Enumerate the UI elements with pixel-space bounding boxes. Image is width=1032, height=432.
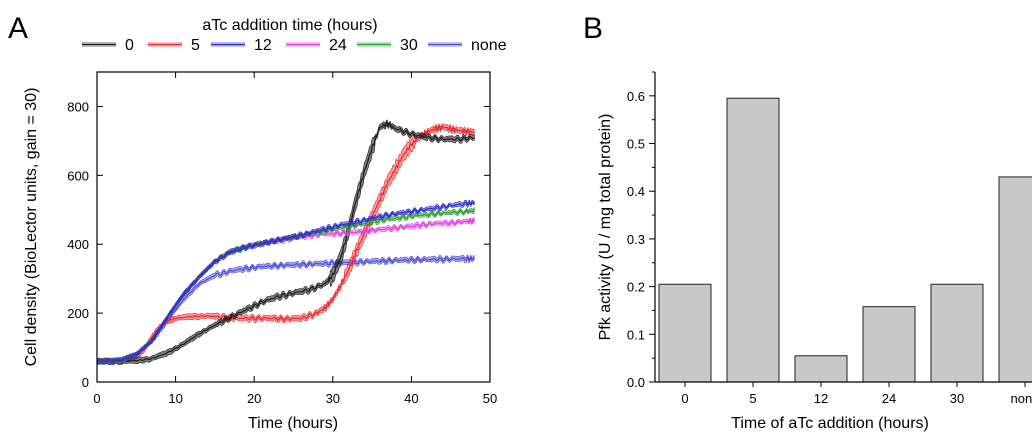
x-tick-label-b: none [1011, 391, 1032, 406]
x-tick-label-a: 20 [247, 391, 261, 406]
series-band-5 [97, 123, 475, 365]
x-tick-label-b: 30 [950, 391, 964, 406]
bar-none [998, 176, 1032, 383]
legend: 0 5 12 24 30 none [82, 37, 507, 54]
panel-label-a: A [8, 12, 28, 45]
y-tick-label-b: 0.4 [627, 184, 645, 199]
series-band-0 [97, 119, 475, 366]
panel-a: A aTc addition time (hours) 0 5 12 24 30 none… [8, 12, 507, 432]
x-axis-label-a: Time (hours) [248, 415, 338, 432]
legend-label-5: 5 [191, 37, 200, 54]
x-tick-label-a: 10 [168, 391, 182, 406]
series-line-0 [97, 120, 475, 363]
axes-a: 0 10 20 30 40 50 0 200 400 600 800 [67, 72, 497, 406]
y-tick-label-a: 200 [67, 306, 89, 321]
y-tick-label-b: 0.3 [627, 232, 645, 247]
y-tick-label-a: 0 [82, 375, 89, 390]
y-tick-label-a: 800 [67, 99, 89, 114]
panel-b: B 0.0 0.1 0.2 0.3 0.4 0.5 0.6 0 5 12 24 30 none Time… [583, 12, 1032, 432]
bar-30 [930, 283, 984, 383]
x-tick-label-b: 12 [814, 391, 828, 406]
x-tick-label-a: 40 [404, 391, 418, 406]
bars-b [658, 97, 1032, 383]
plot-area-a [97, 119, 475, 366]
axes-b: 0.0 0.1 0.2 0.3 0.4 0.5 0.6 0 5 12 24 30 none [627, 71, 1032, 406]
bar-0 [658, 283, 712, 383]
y-axis-label-a: Cell density (BioLector units, gain = 30… [23, 88, 40, 367]
legend-label-12: 12 [254, 37, 272, 54]
series-line-none [97, 256, 475, 363]
x-axis-label-b: Time of aTc addition (hours) [731, 415, 929, 432]
legend-label-30: 30 [400, 37, 418, 54]
bar-24 [862, 306, 916, 383]
x-tick-label-b: 5 [749, 391, 756, 406]
y-tick-label-b: 0.0 [627, 375, 645, 390]
legend-label-24: 24 [329, 37, 347, 54]
series-line-5 [97, 124, 475, 363]
panel-label-b: B [583, 12, 603, 45]
x-tick-label-b: 24 [882, 391, 896, 406]
legend-label-0: 0 [125, 37, 134, 54]
y-tick-label-b: 0.1 [627, 327, 645, 342]
y-tick-label-b: 0.2 [627, 280, 645, 295]
plot-frame-a [96, 71, 491, 383]
x-tick-label-b: 0 [681, 391, 688, 406]
series-band-none [97, 254, 475, 365]
bar-5 [726, 97, 780, 383]
y-tick-label-a: 400 [67, 237, 89, 252]
series-line-12 [97, 201, 475, 363]
legend-label-none: none [471, 37, 507, 54]
series-band-12 [97, 199, 475, 365]
x-tick-label-a: 50 [483, 391, 497, 406]
y-axis-label-b: Pfk activity (U / mg total protein) [597, 114, 614, 341]
y-tick-label-a: 600 [67, 168, 89, 183]
y-tick-label-b: 0.5 [627, 137, 645, 152]
bar-12 [794, 355, 848, 383]
x-tick-label-a: 0 [93, 391, 100, 406]
y-tick-label-b: 0.6 [627, 89, 645, 104]
legend-title: aTc addition time (hours) [202, 17, 377, 34]
x-tick-label-a: 30 [326, 391, 340, 406]
